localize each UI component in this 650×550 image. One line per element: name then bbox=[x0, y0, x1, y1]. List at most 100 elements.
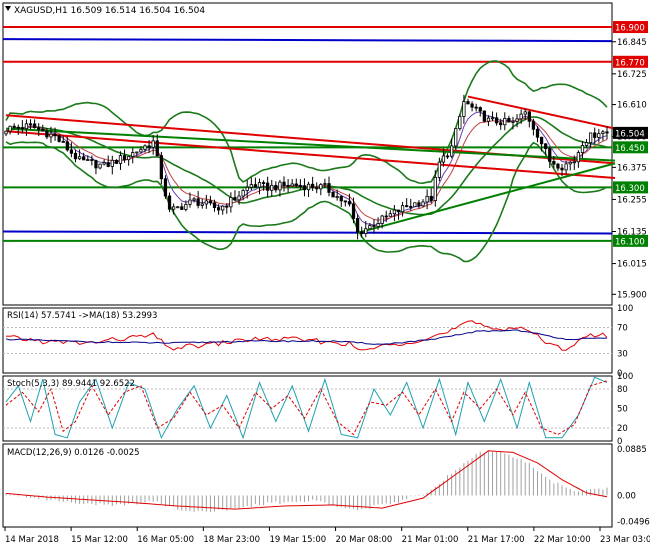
candle-body bbox=[593, 132, 597, 138]
price-tag-box bbox=[613, 141, 648, 154]
candle-body bbox=[73, 152, 78, 160]
price-tag-label: 16.100 bbox=[615, 237, 645, 247]
x-tick-label: 18 Mar 23:00 bbox=[203, 535, 260, 545]
candle-body bbox=[196, 198, 200, 206]
x-tick-label: 20 Mar 08:00 bbox=[336, 535, 393, 545]
candle-body bbox=[65, 141, 69, 151]
candle-body bbox=[311, 183, 315, 189]
candle-body bbox=[237, 195, 241, 201]
candle-body bbox=[98, 163, 102, 169]
candle-body bbox=[364, 228, 368, 234]
candle-body bbox=[102, 162, 106, 165]
candle-body bbox=[564, 163, 568, 171]
price-tick-label: 16.610 bbox=[617, 101, 647, 111]
rsi-panel-frame bbox=[2, 307, 613, 374]
stoch-main-line bbox=[5, 376, 608, 440]
candle-body bbox=[462, 101, 466, 117]
candle-body bbox=[351, 203, 356, 219]
trendline bbox=[5, 127, 616, 162]
rsi-label: RSI(14) 57.5741 ->MA(18) 53.2993 bbox=[7, 311, 157, 321]
candle-body bbox=[270, 184, 274, 191]
rsi-tick-label: 70 bbox=[617, 324, 628, 334]
candle-body bbox=[118, 155, 123, 164]
price-tag-box bbox=[613, 234, 648, 247]
candle-body bbox=[589, 132, 593, 143]
candle-body bbox=[32, 123, 37, 129]
candle-body bbox=[568, 161, 572, 165]
stoch-signal-line bbox=[5, 380, 608, 436]
candle-body bbox=[192, 198, 196, 201]
candle-body bbox=[200, 203, 204, 206]
candle-body bbox=[180, 206, 184, 210]
candle-body bbox=[28, 123, 33, 126]
x-tick-label: 21 Mar 17:00 bbox=[468, 535, 525, 545]
price-tick-label: 16.725 bbox=[617, 70, 647, 80]
symbol-ohlc-label: XAGUSD,H1 16.509 16.514 16.504 16.504 bbox=[14, 6, 205, 16]
candle-body bbox=[225, 205, 229, 208]
candle-body bbox=[290, 183, 294, 187]
candle-body bbox=[466, 101, 470, 105]
x-tick-label: 16 Mar 05:00 bbox=[137, 535, 194, 545]
stoch-label: Stoch(5,3,3) 89.9441 92.6522 bbox=[7, 379, 135, 389]
candle-body bbox=[69, 149, 74, 154]
blue-level-line bbox=[2, 230, 613, 235]
candle-body bbox=[331, 191, 335, 198]
candle-body bbox=[114, 159, 119, 164]
candle-body bbox=[86, 159, 90, 161]
candle-body bbox=[384, 215, 388, 218]
candle-body bbox=[323, 183, 327, 185]
candle-body bbox=[417, 202, 421, 207]
price-tick-label: 16.135 bbox=[617, 228, 647, 238]
price-tick-label: 16.375 bbox=[617, 163, 647, 173]
candle-body bbox=[437, 161, 442, 178]
candle-body bbox=[319, 184, 323, 190]
candle-body bbox=[184, 203, 188, 210]
candle-body bbox=[327, 183, 331, 193]
candle-body bbox=[368, 225, 372, 230]
price-tag-label: 16.770 bbox=[615, 58, 645, 68]
macd-tick-label: -0.0496 bbox=[617, 518, 650, 528]
candle-body bbox=[261, 182, 266, 184]
candle-body bbox=[282, 181, 286, 186]
candle-body bbox=[576, 152, 581, 163]
stochastic-panel-frame bbox=[2, 375, 613, 442]
candle-body bbox=[306, 183, 311, 191]
candle-body bbox=[531, 120, 536, 130]
candle-body bbox=[257, 182, 262, 188]
candle-body bbox=[176, 206, 180, 209]
rsi-line bbox=[5, 320, 608, 351]
candle-body bbox=[454, 128, 458, 147]
x-tick-label: 14 Mar 2018 bbox=[5, 535, 59, 545]
candle-body bbox=[376, 223, 380, 227]
collapse-triangle-icon bbox=[5, 6, 11, 11]
candle-body bbox=[507, 117, 511, 123]
candle-body bbox=[266, 182, 270, 191]
candle-body bbox=[163, 178, 168, 197]
candle-body bbox=[16, 126, 20, 129]
candle-body bbox=[494, 117, 499, 124]
candle-body bbox=[110, 159, 114, 167]
candle-body bbox=[597, 133, 601, 138]
candle-body bbox=[135, 151, 139, 154]
rsi-tick-label: 30 bbox=[617, 350, 628, 360]
x-tick-label: 22 Mar 10:00 bbox=[534, 535, 591, 545]
candle-body bbox=[241, 190, 245, 197]
candle-body bbox=[445, 155, 450, 158]
candle-body bbox=[208, 200, 213, 204]
candle-body bbox=[511, 120, 515, 123]
candle-body bbox=[486, 117, 491, 122]
candle-body bbox=[421, 201, 425, 207]
candle-body bbox=[548, 148, 552, 162]
candle-body bbox=[167, 195, 172, 210]
candle-body bbox=[388, 213, 392, 217]
trendline bbox=[5, 130, 616, 180]
candle-body bbox=[106, 162, 110, 167]
candle-body bbox=[355, 218, 360, 233]
candle-body bbox=[8, 125, 12, 132]
candle-body bbox=[204, 200, 208, 205]
candle-body bbox=[41, 128, 45, 132]
candle-body bbox=[155, 140, 159, 157]
price-panel-frame bbox=[2, 2, 613, 306]
candle-body bbox=[405, 205, 409, 208]
